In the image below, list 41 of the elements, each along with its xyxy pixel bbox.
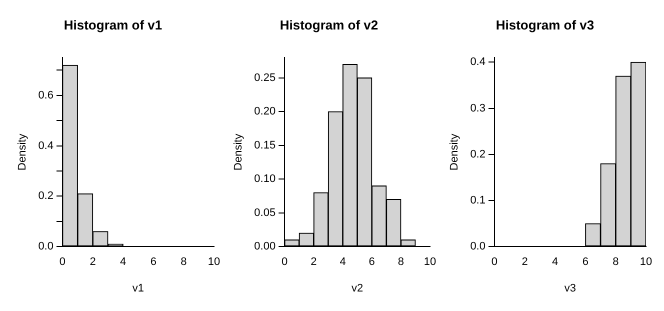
- y-tick-label: 0.05: [254, 206, 276, 219]
- x-tick-label: 2: [90, 256, 96, 268]
- x-tick-label: 6: [368, 256, 375, 268]
- chart-title: Histogram of v2: [280, 17, 378, 32]
- y-tick-label: 0.2: [470, 148, 486, 160]
- y-tick-label: 0.1: [470, 194, 486, 207]
- chart-title: Histogram of v1: [64, 17, 162, 32]
- y-tick-label: 0.2: [38, 190, 54, 202]
- y-tick-label: 0.0: [470, 240, 486, 253]
- x-tick-label: 10: [208, 256, 220, 268]
- x-tick-label: 2: [310, 256, 317, 268]
- x-tick-label: 0: [282, 256, 288, 268]
- x-axis-title: v2: [351, 282, 364, 294]
- y-axis-title: Density: [16, 133, 29, 170]
- x-tick-label: 10: [424, 256, 436, 268]
- y-tick-label: 0.10: [254, 173, 276, 186]
- x-tick-label: 8: [180, 256, 187, 268]
- x-axis-title: v1: [132, 282, 144, 294]
- y-tick-label: 0.3: [470, 102, 486, 114]
- x-tick-label: 4: [120, 256, 126, 268]
- x-axis-title: v3: [564, 282, 576, 294]
- x-tick-label: 4: [552, 256, 558, 268]
- y-tick-label: 0.25: [254, 72, 276, 84]
- y-tick-label: 0.15: [254, 139, 276, 152]
- y-axis-title: Density: [232, 133, 245, 170]
- x-tick-label: 8: [398, 256, 404, 268]
- x-tick-label: 8: [612, 256, 619, 268]
- x-tick-label: 10: [640, 256, 652, 268]
- x-tick-label: 0: [491, 256, 498, 268]
- chart-title: Histogram of v3: [496, 17, 594, 32]
- x-tick-label: 6: [582, 256, 588, 268]
- x-tick-label: 6: [150, 256, 156, 268]
- x-tick-label: 4: [340, 256, 346, 268]
- y-tick-label: 0.4: [38, 140, 54, 152]
- x-tick-label: 2: [522, 256, 528, 268]
- x-tick-label: 0: [59, 256, 66, 268]
- y-tick-label: 0.20: [254, 106, 276, 118]
- y-axis-title: Density: [448, 133, 461, 170]
- y-tick-label: 0.4: [470, 56, 486, 68]
- y-tick-label: 0.00: [254, 240, 276, 253]
- y-tick-label: 0.6: [38, 89, 54, 102]
